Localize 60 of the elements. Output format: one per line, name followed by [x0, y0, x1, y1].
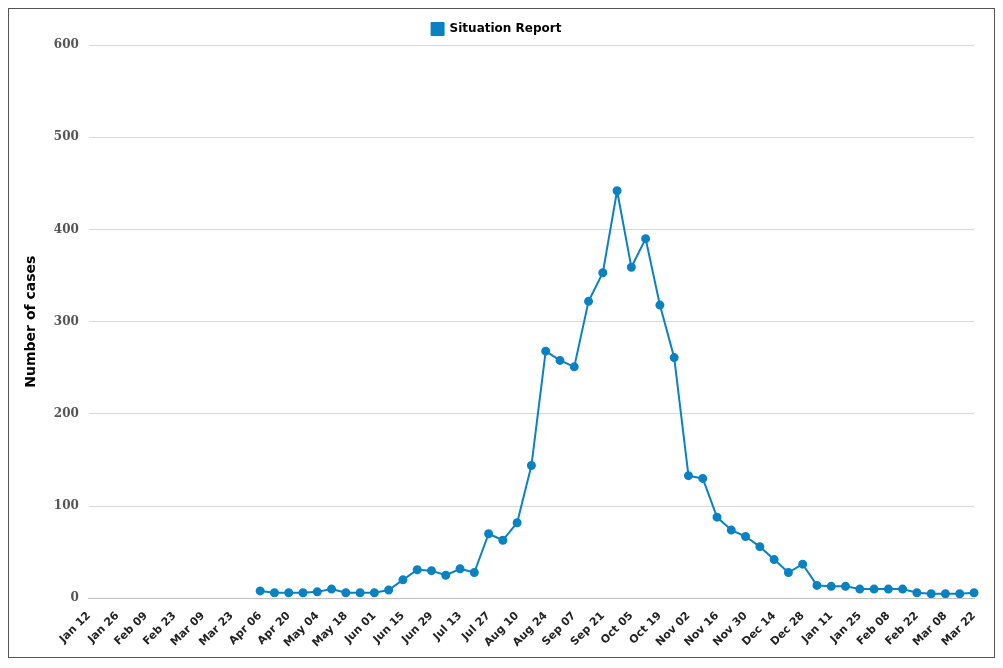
- point: [341, 588, 351, 598]
- point: [826, 581, 836, 591]
- y-tick-label: 200: [53, 406, 79, 420]
- point: [869, 584, 879, 594]
- point: [883, 584, 893, 594]
- point: [855, 584, 865, 594]
- point: [412, 565, 422, 575]
- point: [498, 535, 508, 545]
- point: [769, 555, 779, 565]
- y-axis-title: Number of cases: [22, 255, 39, 388]
- point: [712, 512, 722, 522]
- point: [812, 580, 822, 590]
- point: [898, 584, 908, 594]
- point: [655, 300, 665, 310]
- point: [426, 566, 436, 576]
- y-tick-label: 500: [53, 129, 79, 144]
- point: [683, 471, 693, 481]
- point: [741, 532, 751, 542]
- y-tick-label: 0: [70, 590, 79, 605]
- point: [783, 567, 793, 577]
- point: [641, 234, 651, 244]
- point: [755, 542, 765, 552]
- point: [912, 588, 922, 598]
- point: [555, 355, 565, 365]
- point: [584, 296, 594, 306]
- point: [398, 575, 408, 585]
- point: [598, 268, 608, 278]
- point: [526, 461, 536, 471]
- point: [969, 588, 979, 598]
- point: [255, 586, 265, 596]
- point: [841, 581, 851, 591]
- point: [569, 362, 579, 372]
- point: [626, 262, 636, 272]
- point: [541, 346, 551, 356]
- point: [284, 588, 294, 598]
- point: [455, 564, 465, 574]
- y-tick-label: 100: [53, 498, 79, 513]
- point: [355, 588, 365, 598]
- point: [926, 589, 936, 599]
- point: [669, 353, 679, 363]
- point: [298, 588, 308, 598]
- point: [269, 588, 279, 598]
- point: [698, 473, 708, 483]
- point: [512, 518, 522, 528]
- point: [955, 589, 965, 599]
- point: [369, 588, 379, 598]
- legend-label: Situation Report: [449, 21, 562, 36]
- point: [612, 186, 622, 196]
- y-tick-label: 600: [53, 37, 79, 52]
- point: [940, 589, 950, 599]
- y-tick-label: 300: [53, 313, 79, 328]
- point: [469, 567, 479, 577]
- point: [327, 584, 337, 594]
- y-tick-label: 400: [53, 221, 79, 236]
- point: [312, 587, 322, 597]
- point: [726, 525, 736, 535]
- point: [798, 559, 808, 569]
- point: [384, 585, 394, 595]
- point: [441, 570, 451, 580]
- point: [484, 529, 494, 539]
